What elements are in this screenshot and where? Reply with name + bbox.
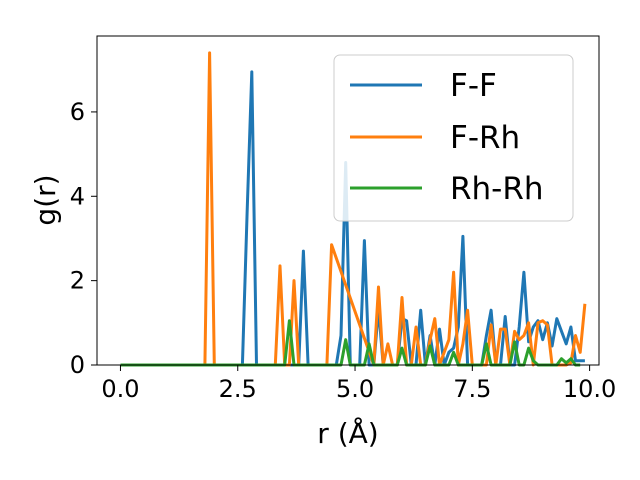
- y-tick-label: 6: [70, 98, 85, 126]
- legend-label-f-f: F-F: [450, 68, 497, 104]
- y-axis-label: g(r): [29, 174, 62, 225]
- x-tick-label: 2.5: [219, 375, 257, 403]
- x-tick-label: 10.0: [563, 375, 616, 403]
- plot-frame: [96, 35, 600, 366]
- x-tick-label: 7.5: [453, 375, 491, 403]
- x-axis-label: r (Å): [317, 416, 378, 450]
- y-tick-label: 4: [70, 182, 85, 210]
- y-tick-label: 0: [70, 351, 85, 379]
- legend-label-f-rh: F-Rh: [450, 120, 520, 156]
- ticks-layer: 0.0 2.5 5.0 7.5 10.0 0 2 4 6: [70, 98, 617, 403]
- x-tick-label: 0.0: [101, 375, 139, 403]
- legend-box: [333, 54, 574, 222]
- legend-label-rh-rh: Rh-Rh: [450, 171, 544, 207]
- legend: F-F F-Rh Rh-Rh: [333, 54, 574, 222]
- x-tick-label: 5.0: [336, 375, 374, 403]
- y-tick-label: 2: [70, 267, 85, 295]
